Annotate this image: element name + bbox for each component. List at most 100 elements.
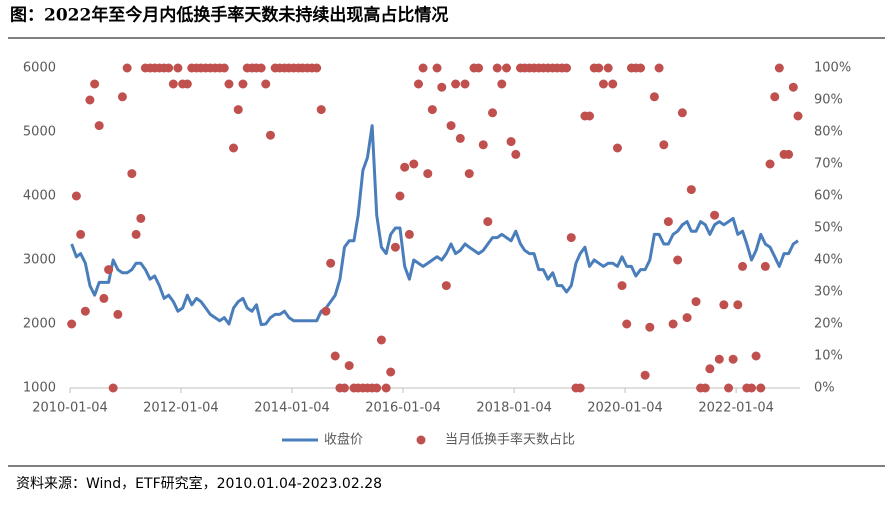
ratio-dot — [663, 217, 673, 227]
ratio-dot — [488, 108, 498, 118]
ratio-dot — [395, 191, 405, 201]
ratio-dot — [330, 351, 340, 361]
ratio-dot — [173, 63, 183, 73]
ratio-dot — [474, 63, 484, 73]
ratio-dot — [261, 79, 271, 89]
ratio-dot — [451, 79, 461, 89]
ratio-dot — [733, 300, 743, 310]
ratio-dot — [728, 354, 738, 364]
ratio-dot — [400, 162, 410, 172]
ratio-dot — [108, 383, 118, 393]
ratio-dot — [414, 79, 424, 89]
ratio-dot — [594, 63, 604, 73]
y2-tick-label: 30% — [814, 285, 843, 300]
ratio-dot — [427, 105, 437, 115]
y2-tick-label: 60% — [814, 189, 843, 204]
ratio-dot — [404, 229, 414, 239]
ratio-dot — [691, 297, 701, 307]
ratio-dot — [85, 95, 95, 105]
y-tick-label: 1000 — [23, 381, 56, 396]
x-tick-label: 2016-01-04 — [365, 401, 441, 416]
y2-tick-label: 70% — [814, 157, 843, 172]
ratio-dot — [747, 383, 757, 393]
ratio-dot — [256, 63, 266, 73]
ratio-dot — [168, 79, 178, 89]
ratio-dot — [654, 63, 664, 73]
ratio-dot — [76, 229, 86, 239]
ratio-dot — [645, 322, 655, 332]
x-tick-label: 2010-01-04 — [32, 401, 108, 416]
ratio-dot — [265, 130, 275, 140]
ratio-dot — [705, 364, 715, 374]
ratio-dot — [321, 306, 331, 316]
ratio-dot — [409, 159, 419, 169]
ratio-dot — [738, 261, 748, 271]
ratio-dot — [71, 191, 81, 201]
ratio-dot — [719, 300, 729, 310]
y-tick-label: 5000 — [23, 125, 56, 140]
ratio-dot — [182, 79, 192, 89]
ratio-dot — [381, 383, 391, 393]
ratio-dot — [122, 63, 132, 73]
source: 资料来源：Wind，ETF研究室，2010.01.04-2023.02.28 — [16, 475, 382, 492]
legend-label: 收盘价 — [324, 432, 363, 448]
ratio-dot — [677, 108, 687, 118]
y-tick-label: 2000 — [23, 317, 56, 332]
y2-tick-label: 10% — [814, 349, 843, 364]
ratio-dot — [316, 105, 326, 115]
y-tick-label: 6000 — [23, 61, 56, 76]
x-tick-label: 2012-01-04 — [143, 401, 219, 416]
ratio-dot — [131, 229, 141, 239]
ratio-dot — [770, 92, 780, 102]
ratio-dot — [584, 111, 594, 121]
ratio-dot — [668, 319, 678, 329]
y-tick-label: 3000 — [23, 253, 56, 268]
ratio-dot — [423, 169, 433, 179]
ratio-dot — [562, 63, 572, 73]
ratio-dot — [390, 242, 400, 252]
ratio-dot — [617, 281, 627, 291]
ratio-dot — [700, 383, 710, 393]
ratio-dot — [376, 335, 386, 345]
ratio-dot — [682, 313, 692, 323]
legend-swatch — [416, 435, 426, 445]
ratio-dot — [788, 82, 798, 92]
ratio-dot — [446, 121, 456, 131]
ratio-dot — [386, 367, 396, 377]
ratio-dot — [441, 281, 451, 291]
y2-tick-label: 20% — [814, 317, 843, 332]
ratio-dot — [326, 258, 336, 268]
ratio-dot — [344, 361, 354, 371]
y2-tick-label: 50% — [814, 221, 843, 236]
ratio-dot — [224, 79, 234, 89]
x-tick-label: 2018-01-04 — [476, 401, 552, 416]
ratio-dot — [460, 79, 470, 89]
ratio-dot — [80, 306, 90, 316]
ratio-dot — [104, 265, 114, 275]
ratio-dot — [492, 63, 502, 73]
y2-tick-label: 0% — [814, 381, 835, 396]
ratio-dot — [724, 383, 734, 393]
ratio-dot — [372, 383, 382, 393]
ratio-dot — [67, 319, 77, 329]
ratio-dot — [339, 383, 349, 393]
ratio-dot — [793, 111, 803, 121]
ratio-dot — [478, 140, 488, 150]
ratio-dot — [784, 149, 794, 159]
legend-label: 当月低换手率天数占比 — [445, 432, 575, 448]
ratio-dot — [640, 370, 650, 380]
x-tick-label: 2014-01-04 — [254, 401, 330, 416]
ratio-dot — [432, 63, 442, 73]
ratio-dot — [751, 351, 761, 361]
y-tick-label: 4000 — [23, 189, 56, 204]
ratio-dot — [164, 63, 174, 73]
ratio-dot — [760, 261, 770, 271]
ratio-dot — [636, 63, 646, 73]
y2-tick-label: 100% — [814, 61, 851, 76]
ratio-dot — [598, 79, 608, 89]
ratio-dot — [497, 79, 507, 89]
ratio-dot — [99, 293, 109, 303]
ratio-dot — [756, 383, 766, 393]
ratio-dot — [219, 63, 229, 73]
ratio-dot — [774, 63, 784, 73]
